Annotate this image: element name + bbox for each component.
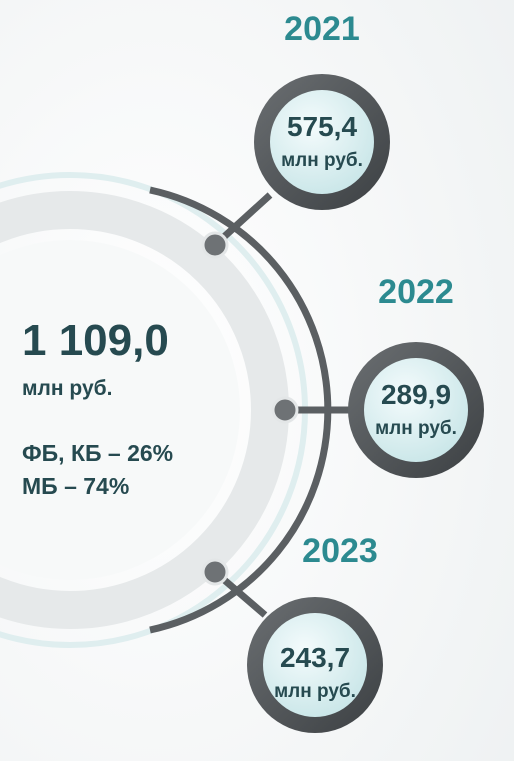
year-inner xyxy=(364,358,468,462)
year-label: 2023 xyxy=(302,532,378,570)
big-circle xyxy=(0,240,240,580)
split-line: ФБ, КБ – 26% xyxy=(22,440,173,466)
node xyxy=(201,558,229,586)
total-value: 1 109,0 xyxy=(22,316,169,365)
year-value: 243,7 xyxy=(280,642,350,673)
year-label: 2022 xyxy=(378,273,454,311)
big-ring xyxy=(0,191,289,629)
total-unit: млн руб. xyxy=(22,377,112,400)
year-unit: млн руб. xyxy=(281,150,363,171)
year-circles xyxy=(247,74,484,733)
year-inner xyxy=(263,613,367,717)
year-label: 2021 xyxy=(284,10,360,48)
split-line: МБ – 74% xyxy=(22,473,129,499)
year-value: 575,4 xyxy=(287,111,357,142)
node xyxy=(201,231,229,259)
year-unit: млн руб. xyxy=(274,681,356,702)
year-value: 289,9 xyxy=(381,379,451,410)
year-inner xyxy=(270,90,374,194)
node xyxy=(271,396,299,424)
year-unit: млн руб. xyxy=(375,418,457,439)
